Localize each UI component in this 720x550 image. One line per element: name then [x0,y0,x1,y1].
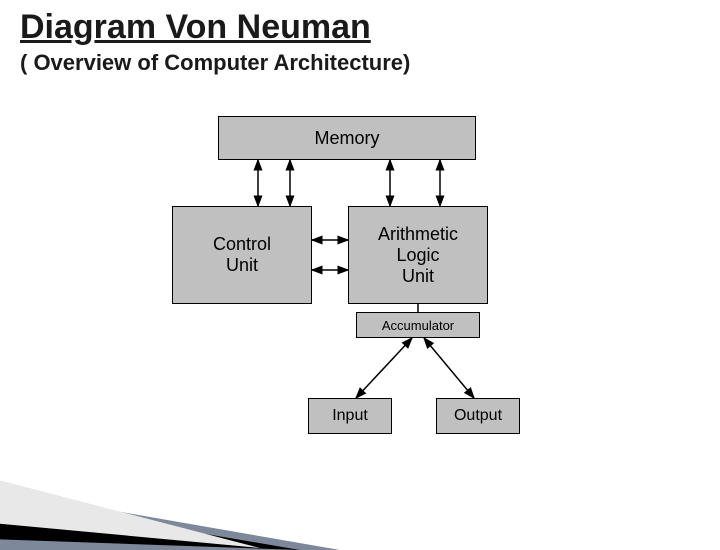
input-label: Input [332,407,368,425]
control-unit-label: ControlUnit [213,234,271,276]
alu-label: ArithmeticLogicUnit [378,224,458,287]
output-box: Output [436,398,520,434]
accumulator-label: Accumulator [382,318,454,333]
output-label: Output [454,407,502,425]
alu-box: ArithmeticLogicUnit [348,206,488,304]
accumulator-box: Accumulator [356,312,480,338]
control-unit-box: ControlUnit [172,206,312,304]
memory-label: Memory [314,128,379,149]
input-box: Input [308,398,392,434]
decorative-wedge [0,440,340,550]
page-title: Diagram Von Neuman [20,8,371,47]
memory-box: Memory [218,116,476,160]
page-subtitle: ( Overview of Computer Architecture) [20,50,410,76]
